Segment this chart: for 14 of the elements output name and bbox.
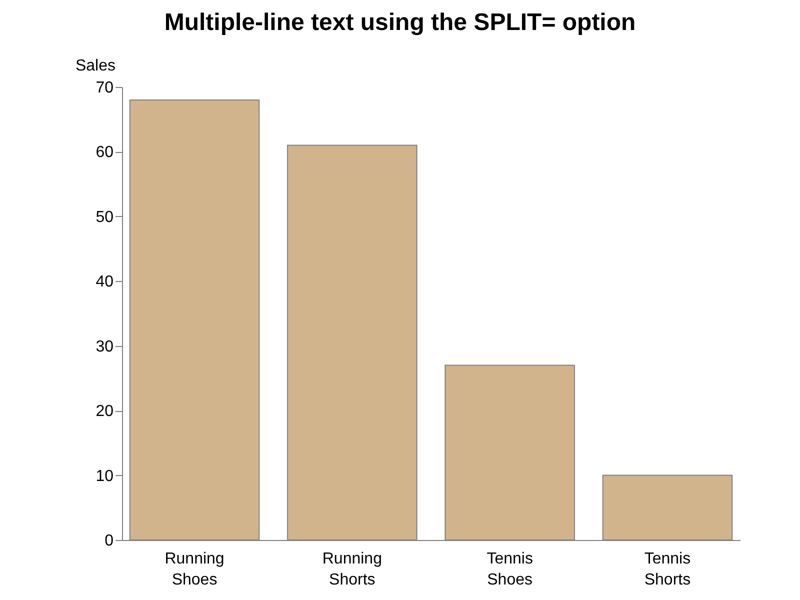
y-tick-label: 20 bbox=[96, 403, 114, 420]
y-tick-label: 70 bbox=[96, 80, 114, 96]
chart-title: Multiple-line text using the SPLIT= option bbox=[164, 9, 636, 36]
x-tick-label: Tennis Shorts bbox=[644, 550, 691, 588]
y-tick-label: 30 bbox=[96, 338, 114, 356]
y-tick-label: 0 bbox=[104, 532, 114, 550]
y-tick-label: 10 bbox=[96, 468, 114, 485]
x-tick-label: Running Shorts bbox=[322, 550, 382, 588]
y-axis-title: Sales bbox=[75, 58, 116, 74]
y-tick-label: 50 bbox=[96, 208, 114, 226]
y-tick-label: 60 bbox=[96, 144, 114, 162]
x-tick-label: Tennis Shoes bbox=[486, 550, 533, 588]
y-tick-label: 40 bbox=[96, 274, 114, 291]
x-tick-label: Running Shoes bbox=[164, 550, 224, 588]
